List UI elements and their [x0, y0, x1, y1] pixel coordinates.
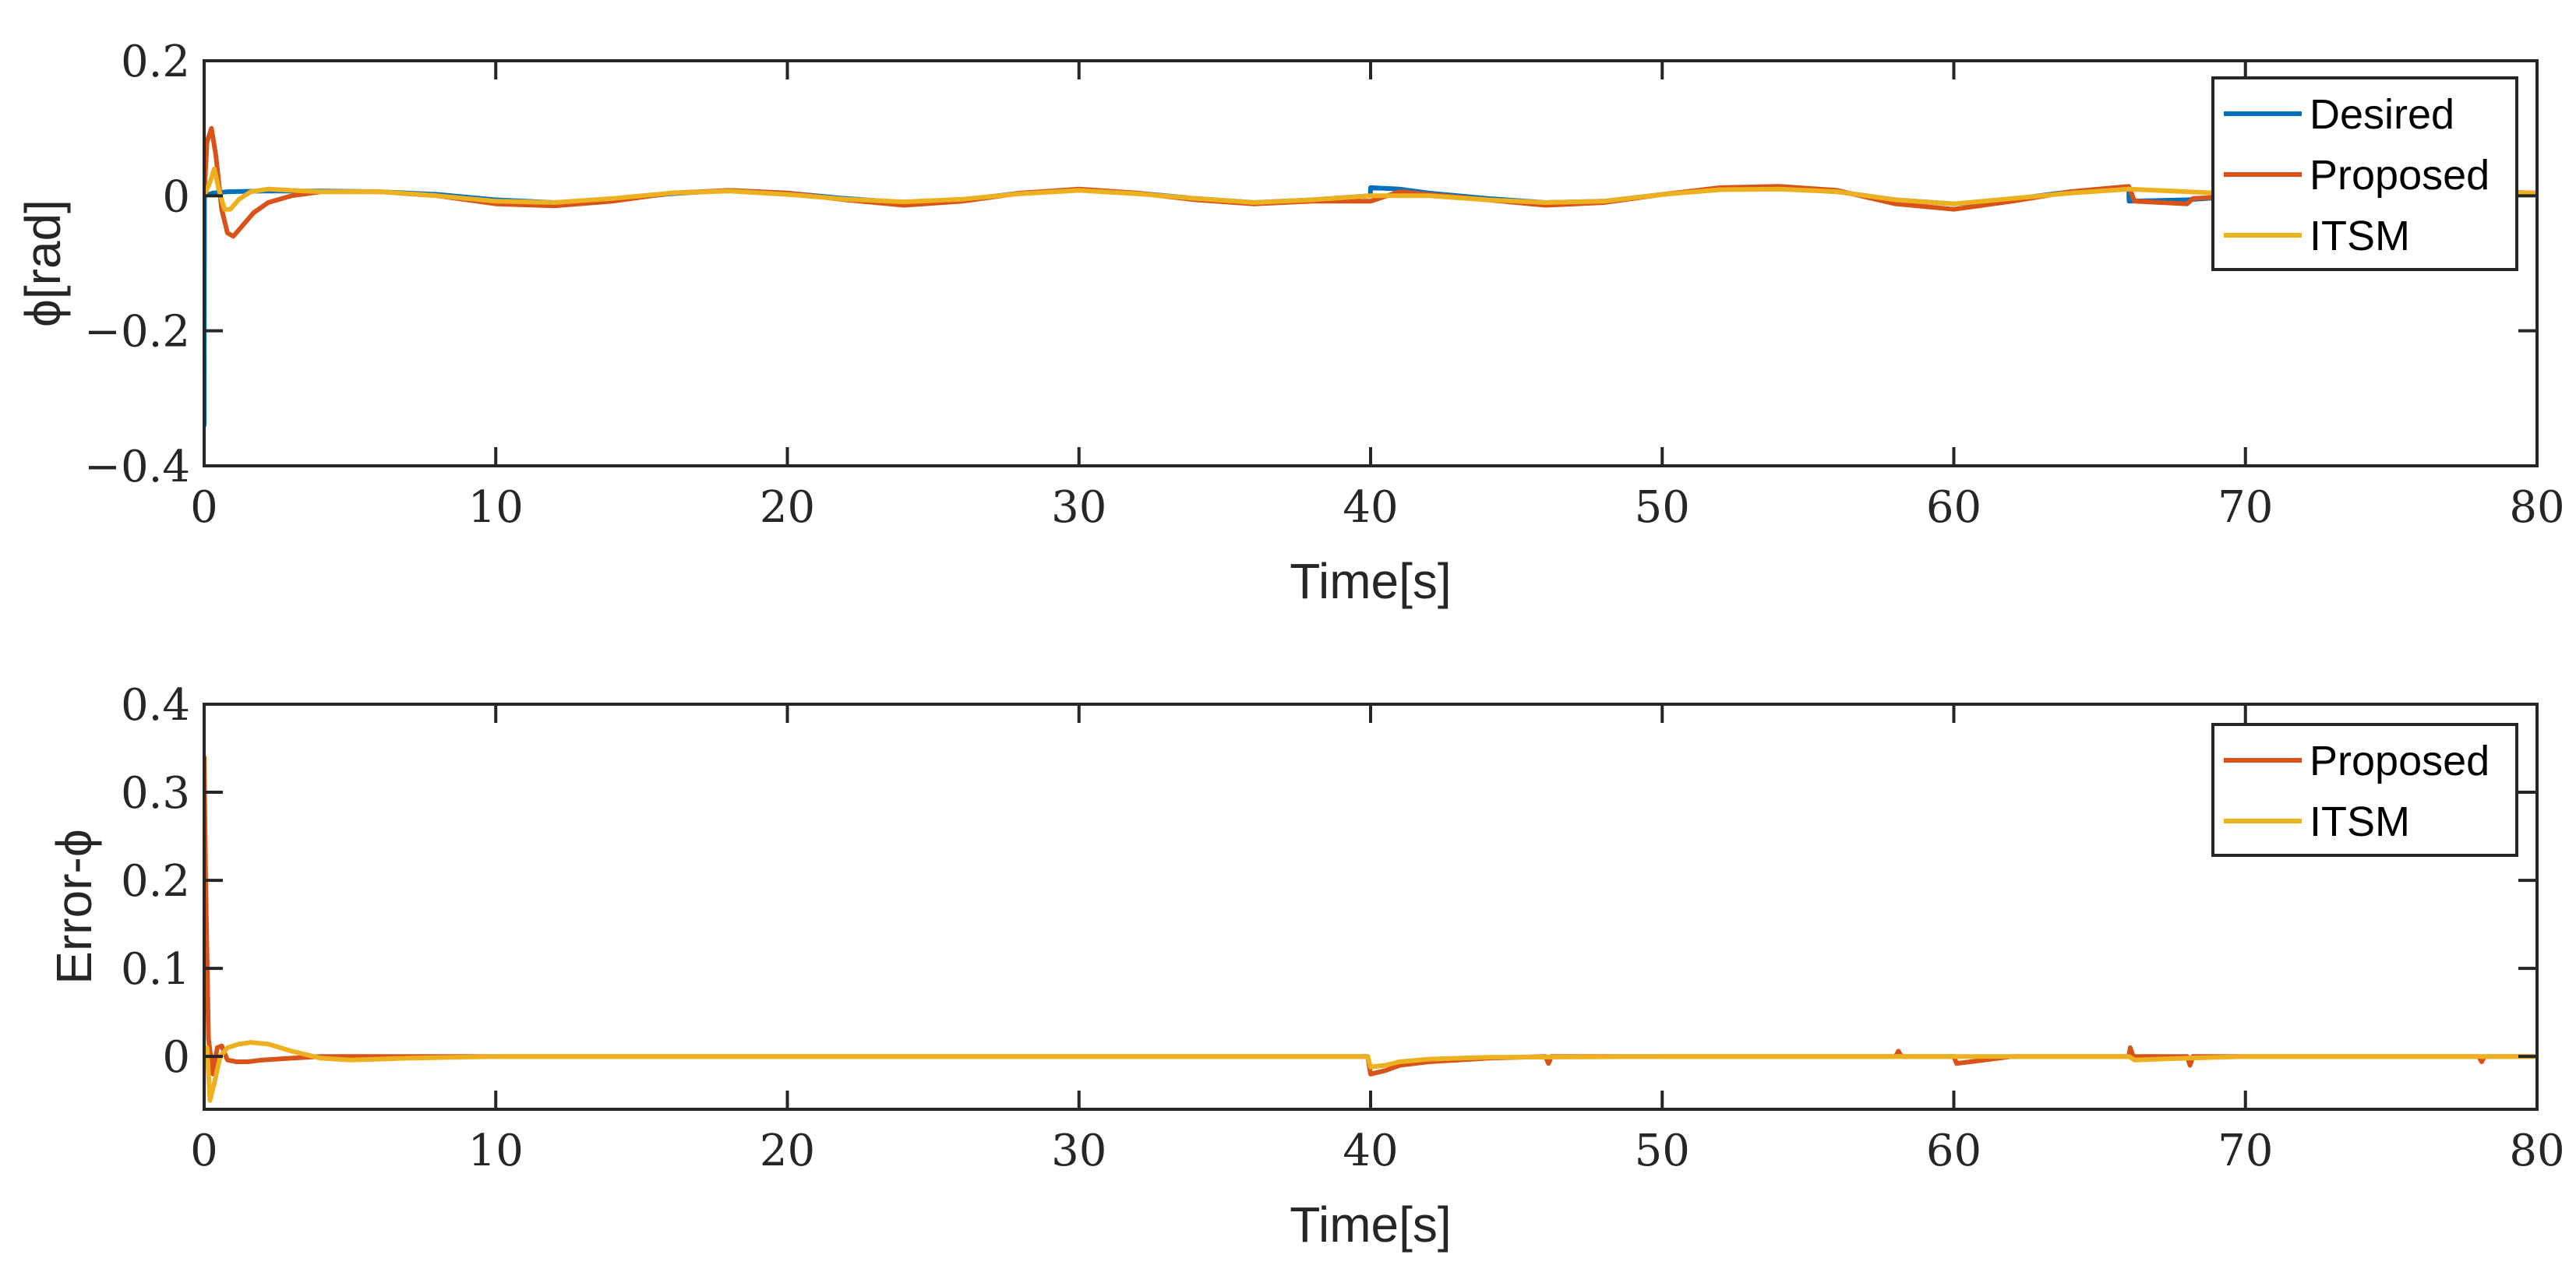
x-tick-label: 80 [2509, 482, 2564, 533]
x-axis-label: Time[s] [1290, 553, 1451, 609]
x-tick-label: 20 [760, 482, 815, 533]
y-tick-label: 0 [162, 171, 190, 222]
x-tick-label: 10 [468, 482, 524, 533]
series-line-desired [204, 185, 2537, 428]
legend-label-proposed: Proposed [2310, 152, 2490, 199]
x-tick-label: 20 [760, 1126, 815, 1176]
x-tick-label: 40 [1343, 1126, 1398, 1176]
y-tick-label: 0.2 [121, 37, 190, 87]
y-tick-label: −0.4 [84, 442, 190, 492]
x-tick-label: 0 [190, 1126, 218, 1176]
y-axis-label: Error-ϕ [46, 829, 102, 984]
x-tick-label: 70 [2218, 1126, 2273, 1176]
x-tick-label: 10 [468, 1126, 524, 1176]
legend-label-proposed: Proposed [2310, 738, 2490, 784]
legend-label-itsm: ITSM [2310, 798, 2410, 845]
series-line-itsm [204, 1040, 2537, 1103]
y-tick-label: 0.1 [121, 944, 190, 995]
x-tick-label: 30 [1051, 482, 1106, 533]
axes-frame [203, 703, 2539, 1111]
x-tick-label: 60 [1926, 482, 1981, 533]
series-group [204, 754, 2537, 1103]
legend-label-desired: Desired [2310, 91, 2454, 138]
x-tick-label: 50 [1635, 482, 1690, 533]
x-tick-label: 40 [1343, 482, 1398, 533]
x-tick-label: 60 [1926, 1126, 1981, 1176]
legend: Desired Proposed ITSM [2211, 76, 2518, 271]
legend-box [2211, 723, 2518, 857]
y-tick-label: 0 [162, 1032, 190, 1083]
x-tick-label: 80 [2509, 1126, 2564, 1176]
x-axis-label: Time[s] [1290, 1197, 1451, 1253]
y-tick-label: −0.2 [84, 307, 190, 358]
x-tick-label: 0 [190, 482, 218, 533]
series-line-proposed [204, 125, 2537, 239]
y-tick-label: 0.2 [121, 856, 190, 907]
series-group [204, 125, 2537, 428]
series-line-proposed [204, 754, 2537, 1077]
chart-panel-2: 0 10 20 30 40 50 60 70 80 0.4 0.3 0.2 0.1 0 Time[s] Err… [46, 680, 2565, 1253]
axes-frame [203, 59, 2539, 467]
x-tick-label: 30 [1051, 1126, 1106, 1176]
legend-label-itsm: ITSM [2310, 213, 2410, 259]
series-line-itsm [204, 166, 2537, 212]
y-tick-label: 0.3 [121, 768, 190, 819]
x-tick-label: 50 [1635, 1126, 1690, 1176]
chart-panel-1: 0 10 20 30 40 50 60 70 80 0.2 0 −0.2 −0.4 Time[s] ϕ[ra… [15, 37, 2565, 609]
x-tick-label: 70 [2218, 482, 2273, 533]
y-tick-label: 0.4 [121, 680, 190, 731]
legend: Proposed ITSM [2211, 723, 2518, 857]
y-axis-label: ϕ[rad] [15, 199, 71, 327]
